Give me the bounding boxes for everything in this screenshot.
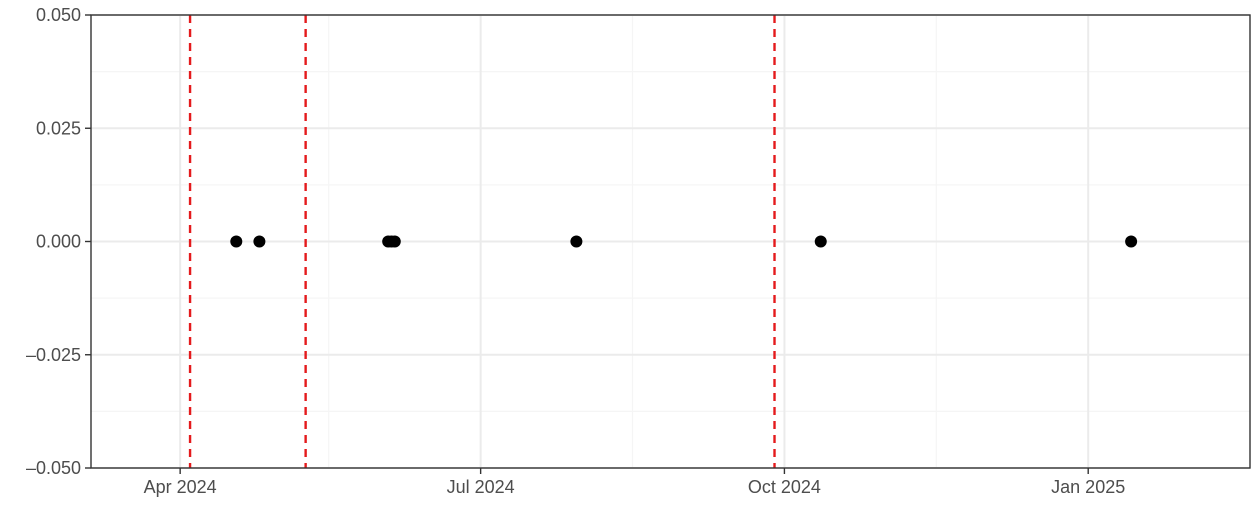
x-tick-label: Jan 2025 [1051,477,1125,497]
data-point [388,235,401,248]
x-tick-label: Apr 2024 [144,477,217,497]
minor-gridlines [91,15,1250,468]
y-tick-label: 0.050 [36,5,81,25]
x-tick-label: Oct 2024 [748,477,821,497]
y-axis: 0.050 0.025 0.000 –0.025 –0.050 [26,5,91,478]
data-point [230,235,243,248]
y-tick-label: –0.025 [26,345,81,365]
y-tick-label: 0.025 [36,118,81,138]
data-point [570,235,583,248]
y-tick-label: –0.050 [26,458,81,478]
x-tick-label: Jul 2024 [447,477,515,497]
data-points [230,235,1138,248]
data-point [253,235,266,248]
reference-lines [188,15,776,468]
data-point [814,235,827,248]
data-point [1125,235,1138,248]
x-axis: Apr 2024 Jul 2024 Oct 2024 Jan 2025 [144,468,1125,497]
y-tick-label: 0.000 [36,232,81,252]
